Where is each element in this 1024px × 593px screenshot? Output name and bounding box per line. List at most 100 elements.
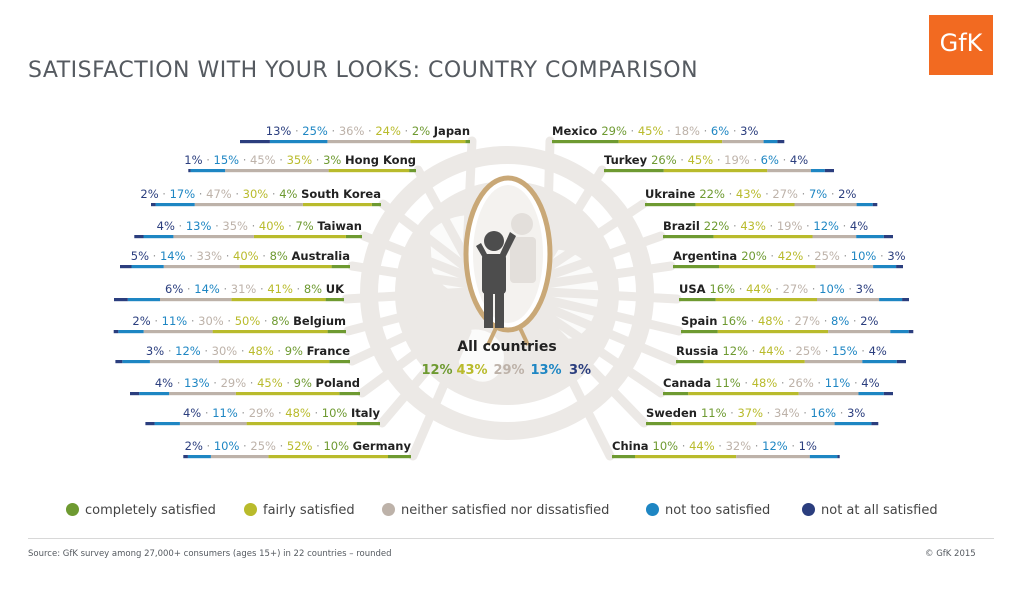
country-row-turkey: Turkey 26% · 45% · 19% · 6% · 4%: [604, 153, 834, 173]
bar-segment: [240, 140, 270, 144]
bar-segment: [160, 298, 232, 302]
data-label: 26%: [788, 376, 814, 390]
spoke: [378, 199, 472, 273]
bar-segment: [239, 265, 332, 269]
separator: ·: [201, 344, 212, 358]
data-label: 52%: [287, 439, 313, 453]
gfk-logo: GfK: [929, 15, 993, 75]
all-countries-value: 3%: [569, 363, 591, 378]
data-label: 48%: [248, 344, 274, 358]
data-label: 16%: [811, 406, 837, 420]
separator: ·: [821, 344, 832, 358]
bar-segment: [883, 235, 893, 239]
bar-segment: [645, 203, 696, 207]
bar-segment: [890, 330, 909, 334]
bar-segment: [188, 169, 191, 173]
legend-label: neither satisfied nor dissatisfied: [401, 503, 610, 518]
separator: ·: [224, 314, 235, 328]
globe-background: [341, 136, 684, 461]
country-row-australia: 5% · 14% · 33% · 40% · 8% Australia: [120, 249, 350, 269]
bar-segment: [173, 235, 254, 239]
bar-segment: [169, 392, 236, 396]
row-label: Canada 11% · 48% · 26% · 11% · 4%: [663, 376, 880, 390]
data-label: 4%: [790, 153, 808, 167]
bar-segment: [703, 360, 805, 364]
country-row-canada: Canada 11% · 48% · 26% · 11% · 4%: [663, 376, 893, 396]
bar-segment: [794, 203, 857, 207]
bar-segment: [872, 203, 878, 207]
data-label: 44%: [746, 282, 772, 296]
data-label: 4%: [850, 219, 868, 233]
separator: ·: [627, 124, 638, 138]
separator: ·: [246, 376, 257, 390]
bar-segment: [134, 235, 144, 239]
data-label: 3%: [847, 406, 865, 420]
mirror-stand: [486, 327, 498, 346]
bar-segment: [187, 455, 211, 459]
bar-segment: [673, 265, 719, 269]
separator: ·: [276, 153, 287, 167]
separator: ·: [677, 153, 688, 167]
separator: ·: [187, 314, 198, 328]
bar-segment: [717, 330, 829, 334]
data-label: 50%: [235, 314, 261, 328]
bar-segment: [871, 422, 879, 426]
country-name: Brazil: [663, 219, 704, 233]
separator: ·: [777, 376, 788, 390]
person-leg: [484, 292, 493, 328]
bar-segment: [179, 422, 247, 426]
separator: ·: [195, 187, 206, 201]
bar-segment: [118, 330, 144, 334]
all-countries-summary: All countries 12% 43% 29% 13% 3%: [421, 175, 591, 378]
country-name: USA: [679, 282, 710, 296]
separator: ·: [186, 249, 197, 263]
separator: ·: [820, 314, 831, 328]
data-label: 11%: [715, 376, 741, 390]
country-name: Spain: [681, 314, 721, 328]
row-label: 5% · 14% · 33% · 40% · 8% Australia: [131, 249, 350, 263]
separator: ·: [808, 282, 819, 296]
separator: ·: [748, 344, 759, 358]
data-label: 1%: [184, 153, 202, 167]
data-label: 48%: [752, 376, 778, 390]
bar-segment: [671, 422, 757, 426]
bar-segment: [122, 360, 150, 364]
separator: ·: [663, 124, 674, 138]
data-label: 11%: [162, 314, 188, 328]
data-label: 19%: [724, 153, 750, 167]
separator: ·: [725, 187, 736, 201]
country-row-hong-kong: 1% · 15% · 45% · 35% · 3% Hong Kong: [184, 153, 416, 173]
separator: ·: [203, 153, 214, 167]
legend: completely satisfied fairly satisfied neit…: [66, 503, 966, 525]
legend-item: neither satisfied nor dissatisfied: [382, 503, 609, 525]
bar-segment: [681, 330, 718, 334]
legend-item: completely satisfied: [66, 503, 216, 525]
bar-segment: [663, 169, 768, 173]
country-row-taiwan: 4% · 13% · 35% · 40% · 7% Taiwan: [134, 219, 362, 239]
bar-segment: [856, 203, 873, 207]
spoke: [542, 318, 649, 428]
separator: ·: [798, 187, 809, 201]
data-label: 5%: [131, 249, 149, 263]
separator: ·: [750, 153, 761, 167]
data-label: 9%: [294, 376, 312, 390]
person-arm: [476, 243, 488, 258]
bar-segment: [149, 360, 219, 364]
data-label: 3%: [740, 124, 758, 138]
separator: ·: [283, 376, 294, 390]
data-label: 25%: [250, 439, 276, 453]
country-row-china: China 10% · 44% · 32% · 12% · 1%: [612, 439, 840, 459]
separator: ·: [312, 153, 323, 167]
data-label: 7%: [809, 187, 827, 201]
data-label: 10%: [819, 282, 845, 296]
separator: ·: [751, 439, 762, 453]
row-label: 4% · 11% · 29% · 48% · 10% Italy: [183, 406, 381, 420]
data-label: 43%: [736, 187, 762, 201]
mirror-stand: [518, 327, 530, 346]
country-row-ukraine: Ukraine 22% · 43% · 27% · 7% · 2%: [645, 187, 878, 207]
bar-segment: [131, 265, 164, 269]
bar-segment: [253, 235, 346, 239]
data-label: 30%: [212, 344, 238, 358]
spoke: [377, 318, 472, 428]
data-label: 30%: [243, 187, 269, 201]
